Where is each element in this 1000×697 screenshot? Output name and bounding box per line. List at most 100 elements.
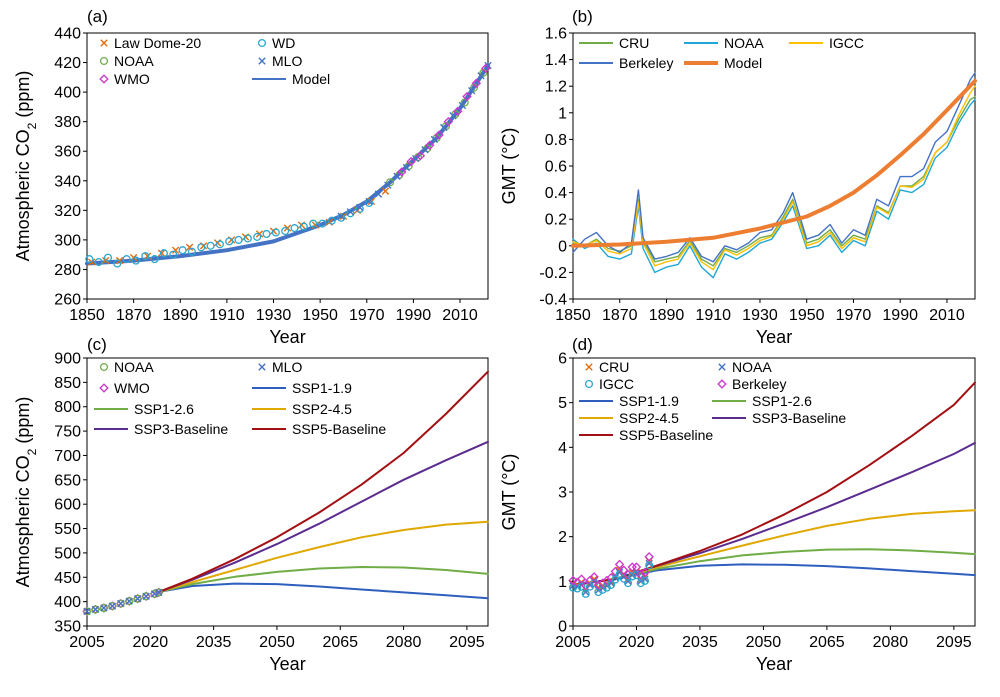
legend-marker-wmo xyxy=(99,74,109,84)
data-point-noaa xyxy=(99,603,108,613)
y-tick-label: 360 xyxy=(54,144,81,161)
data-point xyxy=(234,235,243,244)
data-point-stroke-b xyxy=(367,197,376,206)
plot-area-d xyxy=(568,381,976,598)
series-line-cru xyxy=(572,96,976,267)
data-point-mlo xyxy=(142,592,150,600)
data-point-mlo xyxy=(100,604,108,612)
data-point-noaa xyxy=(611,574,620,582)
legend-label: CRU xyxy=(599,359,629,375)
data-point xyxy=(346,209,355,218)
data-point-noaa xyxy=(116,599,125,608)
x-tick-label: 2065 xyxy=(322,634,358,651)
data-point xyxy=(484,61,492,70)
panel-a: (a) 260 280 300 320 340 360 380 400 420 440 1850 187… xyxy=(13,7,492,347)
data-point-mlo xyxy=(108,602,117,610)
x-tick-label: 2035 xyxy=(682,634,718,651)
y-axis-title-c: Atmospheric CO2 (ppm) xyxy=(13,397,39,588)
legend-label: SSP2-4.5 xyxy=(619,410,679,426)
x-tick-label: 2005 xyxy=(69,634,105,651)
data-point-berkeley xyxy=(614,559,625,570)
legend-marker-berkeley xyxy=(717,379,727,389)
data-point-mlo xyxy=(133,595,142,603)
x-tick-label: 1910 xyxy=(209,307,245,324)
legend-a: Law Dome-20 WD NOAA MLO WMO Model xyxy=(99,35,330,87)
data-point-stroke-b xyxy=(440,123,448,132)
y-tick-label: 600 xyxy=(54,497,81,514)
data-point-mlo-stroke-b xyxy=(100,604,108,612)
panel-label-c: (c) xyxy=(87,335,107,354)
data-point-noaa-stroke-b xyxy=(607,579,615,587)
y-tick-label: 650 xyxy=(54,472,81,489)
legend-marker-law dome-20 xyxy=(100,39,108,47)
data-point xyxy=(471,78,482,88)
y-tick-label: 450 xyxy=(54,570,81,587)
y-axis-title-main: Atmospheric CO xyxy=(13,455,33,587)
data-point xyxy=(337,212,345,220)
data-point xyxy=(356,203,364,212)
data-point-mlo-stroke-b xyxy=(133,595,142,603)
y-tick-label: 0.2 xyxy=(545,212,567,229)
data-point xyxy=(197,243,206,252)
legend-label: SSP1-2.6 xyxy=(752,393,812,409)
data-point-mlo xyxy=(83,607,91,616)
plot-area-a xyxy=(85,61,492,268)
series-line-ssp5-baseline xyxy=(157,370,489,593)
data-point xyxy=(299,222,308,231)
data-point-noaa-stroke-b xyxy=(645,559,653,568)
data-point xyxy=(430,135,439,144)
legend-label: WMO xyxy=(114,380,150,396)
data-point-mlo xyxy=(117,599,125,608)
x-axis-title-c: Year xyxy=(269,654,305,674)
data-point-stroke-b xyxy=(185,243,194,251)
x-tick-label: 2050 xyxy=(746,634,782,651)
legend-label: SSP5-Baseline xyxy=(292,421,386,437)
data-point-stroke-b xyxy=(467,86,476,95)
y-tick-label: 750 xyxy=(54,424,81,441)
x-tick-label: 1910 xyxy=(695,307,731,324)
legend-label: SSP3-Baseline xyxy=(134,421,228,437)
y-tick-label: 0.6 xyxy=(545,159,567,176)
series-line-igcc xyxy=(572,85,976,271)
y-tick-label: 440 xyxy=(54,26,81,43)
x-tick-label: 1950 xyxy=(789,307,825,324)
series-line-ssp3-baseline xyxy=(157,440,489,593)
data-point xyxy=(415,150,426,161)
data-point-mlo xyxy=(125,597,133,605)
data-point-mlo-stroke-b xyxy=(142,592,150,600)
x-tick-label: 2095 xyxy=(936,634,972,651)
data-point xyxy=(327,216,336,225)
data-point-noaa xyxy=(133,594,142,603)
data-point xyxy=(159,249,168,258)
x-tick-label: 1970 xyxy=(836,307,872,324)
data-point-noaa xyxy=(641,575,649,583)
data-point xyxy=(365,198,374,207)
data-point-berkeley xyxy=(589,572,599,582)
x-tick-label: 2035 xyxy=(196,634,232,651)
y-tick-label: 260 xyxy=(54,292,81,309)
data-point xyxy=(424,140,435,151)
data-point xyxy=(157,249,166,257)
data-point-stroke-b xyxy=(384,181,392,189)
y-axis-title-main: GMT (°C) xyxy=(499,454,519,531)
y-tick-label: 420 xyxy=(54,55,81,72)
x-tick-label: 1950 xyxy=(302,307,338,324)
data-point xyxy=(187,247,196,256)
y-axis-title-main: Atmospheric CO xyxy=(13,129,33,261)
legend-label: WD xyxy=(272,35,295,51)
data-point xyxy=(215,240,224,249)
panel-b: (b) -0.4 -0.2 0 0.2 0.4 0.6 0.8 1 1.2 1.4 1.6 1850 18… xyxy=(499,7,977,347)
legend-label: SSP2-4.5 xyxy=(292,401,352,417)
data-point-stroke-b xyxy=(171,246,180,254)
data-point-berkeley xyxy=(568,575,578,586)
y-axis-title-subscript: 2 xyxy=(25,122,39,129)
data-point-stroke-b xyxy=(339,212,348,220)
legend-marker-law dome-20-stroke-b xyxy=(100,39,108,47)
x-tick-label: 2080 xyxy=(386,634,422,651)
data-point xyxy=(309,219,318,228)
x-tick-label: 2005 xyxy=(555,634,591,651)
data-point xyxy=(440,123,448,132)
y-tick-label: 0.4 xyxy=(545,185,567,202)
y-tick-label: 800 xyxy=(54,399,81,416)
series-wmo xyxy=(397,63,491,177)
